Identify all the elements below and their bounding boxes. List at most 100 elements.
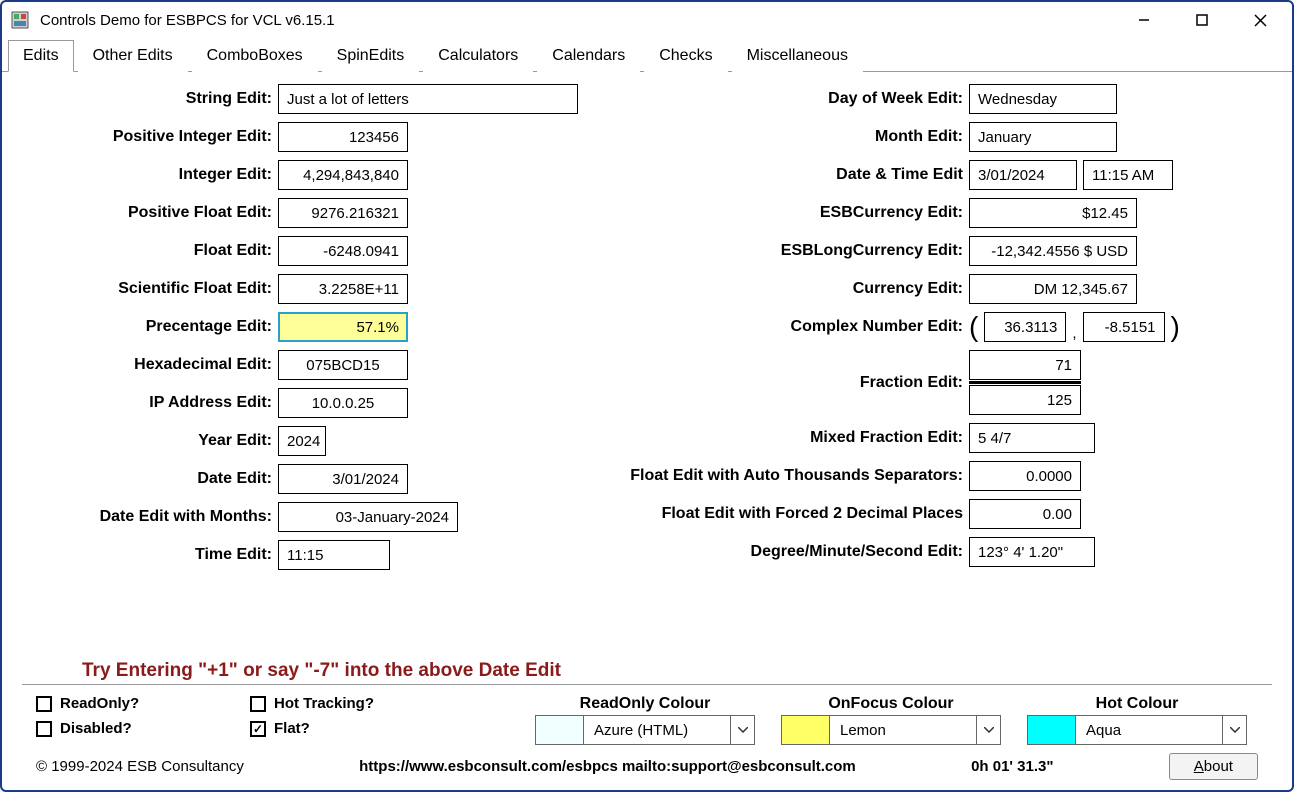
tab-miscellaneous[interactable]: Miscellaneous: [732, 40, 863, 72]
tab-checks[interactable]: Checks: [644, 40, 727, 72]
disabled-checkbox-label: Disabled?: [60, 720, 132, 737]
chevron-down-icon: [1222, 716, 1246, 744]
maximize-button[interactable]: [1188, 6, 1216, 34]
readonly-colour-combo[interactable]: Azure (HTML): [535, 715, 755, 745]
date-edit-label: Date Edit:: [42, 470, 272, 488]
fraction-edit: 71 125: [969, 350, 1081, 415]
pos-float-edit-label: Positive Float Edit:: [42, 204, 272, 222]
percentage-edit[interactable]: 57.1%: [278, 312, 408, 342]
float-2dp-edit[interactable]: 0.00: [969, 499, 1081, 529]
elapsed-timer: 0h 01' 31.3": [971, 758, 1053, 775]
fraction-denominator-edit[interactable]: 125: [969, 385, 1081, 415]
day-of-week-edit[interactable]: Wednesday: [969, 84, 1117, 114]
ip-edit-label: IP Address Edit:: [42, 394, 272, 412]
window-title: Controls Demo for ESBPCS for VCL v6.15.1: [40, 12, 1130, 29]
checkbox-group-2: Hot Tracking? ✓ Flat?: [250, 695, 520, 737]
positive-integer-edit[interactable]: 123456: [278, 122, 408, 152]
readonly-colour-value: Azure (HTML): [584, 722, 730, 739]
float-edit[interactable]: -6248.0941: [278, 236, 408, 266]
about-button[interactable]: About: [1169, 753, 1258, 780]
date-months-edit-label: Date Edit with Months:: [42, 508, 272, 526]
hottracking-checkbox[interactable]: Hot Tracking?: [250, 695, 520, 712]
hexadecimal-edit[interactable]: 075BCD15: [278, 350, 408, 380]
month-edit-label: Month Edit:: [628, 128, 963, 146]
time-edit-label: Time Edit:: [42, 546, 272, 564]
float-auto-thousands-edit[interactable]: 0.0000: [969, 461, 1081, 491]
window-controls: [1130, 6, 1284, 34]
tab-other-edits[interactable]: Other Edits: [78, 40, 188, 72]
hot-colour-group: Hot Colour Aqua: [1016, 695, 1258, 745]
tab-calculators[interactable]: Calculators: [423, 40, 533, 72]
degree-minute-second-edit[interactable]: 123° 4' 1.20": [969, 537, 1095, 567]
positive-float-edit[interactable]: 9276.216321: [278, 198, 408, 228]
esb-long-currency-label: ESBLongCurrency Edit:: [628, 242, 963, 260]
left-column: String Edit: Just a lot of letters Posit…: [42, 84, 578, 656]
hot-colour-swatch: [1028, 716, 1076, 744]
day-of-week-label: Day of Week Edit:: [628, 90, 963, 108]
time-edit[interactable]: 11:15: [278, 540, 390, 570]
sci-float-edit-label: Scientific Float Edit:: [42, 280, 272, 298]
hot-colour-combo[interactable]: Aqua: [1027, 715, 1247, 745]
edits-panel: String Edit: Just a lot of letters Posit…: [2, 72, 1292, 790]
ip-address-edit[interactable]: 10.0.0.25: [278, 388, 408, 418]
percentage-edit-label: Precentage Edit:: [42, 318, 272, 336]
hottracking-checkbox-label: Hot Tracking?: [274, 695, 374, 712]
complex-imag-edit[interactable]: -8.5151: [1083, 312, 1165, 342]
dms-edit-label: Degree/Minute/Second Edit:: [628, 543, 963, 561]
tab-comboboxes[interactable]: ComboBoxes: [192, 40, 318, 72]
fraction-divider: [969, 381, 1081, 384]
tab-spinedits[interactable]: SpinEdits: [322, 40, 420, 72]
chevron-down-icon: [730, 716, 754, 744]
tab-edits[interactable]: Edits: [8, 40, 74, 72]
year-edit-label: Year Edit:: [42, 432, 272, 450]
readonly-colour-swatch: [536, 716, 584, 744]
mixed-fraction-label: Mixed Fraction Edit:: [628, 429, 963, 447]
tab-strip: Edits Other Edits ComboBoxes SpinEdits C…: [2, 38, 1292, 72]
footer: © 1999-2024 ESB Consultancy https://www.…: [22, 749, 1272, 786]
readonly-colour-group: ReadOnly Colour Azure (HTML): [524, 695, 766, 745]
complex-real-edit[interactable]: 36.3113: [984, 312, 1066, 342]
onfocus-colour-swatch: [782, 716, 830, 744]
currency-edit[interactable]: DM 12,345.67: [969, 274, 1137, 304]
scientific-float-edit[interactable]: 3.2258E+11: [278, 274, 408, 304]
titlebar: Controls Demo for ESBPCS for VCL v6.15.1: [2, 2, 1292, 38]
footer-links[interactable]: https://www.esbconsult.com/esbpcs mailto…: [359, 758, 856, 775]
string-edit[interactable]: Just a lot of letters: [278, 84, 578, 114]
onfocus-colour-group: OnFocus Colour Lemon: [770, 695, 1012, 745]
checkbox-icon: [36, 721, 52, 737]
esb-currency-edit[interactable]: $12.45: [969, 198, 1137, 228]
close-button[interactable]: [1246, 6, 1274, 34]
tab-calendars[interactable]: Calendars: [537, 40, 640, 72]
float-thousands-label: Float Edit with Auto Thousands Separator…: [628, 467, 963, 485]
disabled-checkbox[interactable]: Disabled?: [36, 720, 246, 737]
fraction-numerator-edit[interactable]: 71: [969, 350, 1081, 380]
readonly-checkbox-label: ReadOnly?: [60, 695, 139, 712]
readonly-colour-title: ReadOnly Colour: [580, 695, 711, 713]
year-edit[interactable]: 2024: [278, 426, 326, 456]
integer-edit[interactable]: 4,294,843,840: [278, 160, 408, 190]
flat-checkbox[interactable]: ✓ Flat?: [250, 720, 520, 737]
minimize-button[interactable]: [1130, 6, 1158, 34]
checkbox-icon: [36, 696, 52, 712]
onfocus-colour-combo[interactable]: Lemon: [781, 715, 1001, 745]
hot-colour-title: Hot Colour: [1096, 695, 1179, 713]
date-edit-with-months[interactable]: 03-January-2024: [278, 502, 458, 532]
readonly-checkbox[interactable]: ReadOnly?: [36, 695, 246, 712]
month-edit[interactable]: January: [969, 122, 1117, 152]
hot-colour-value: Aqua: [1076, 722, 1222, 739]
checkbox-icon: [250, 696, 266, 712]
copyright-text: © 1999-2024 ESB Consultancy: [36, 758, 244, 775]
date-edit-hint: Try Entering "+1" or say "-7" into the a…: [82, 660, 1272, 682]
right-column: Day of Week Edit: Wednesday Month Edit: …: [628, 84, 1180, 656]
flat-checkbox-label: Flat?: [274, 720, 310, 737]
onfocus-colour-title: OnFocus Colour: [828, 695, 953, 713]
esb-long-currency-edit[interactable]: -12,342.4556 $ USD: [969, 236, 1137, 266]
onfocus-colour-value: Lemon: [830, 722, 976, 739]
date-edit[interactable]: 3/01/2024: [278, 464, 408, 494]
mixed-fraction-edit[interactable]: 5 4/7: [969, 423, 1095, 453]
esb-currency-label: ESBCurrency Edit:: [628, 204, 963, 222]
checkbox-group-1: ReadOnly? Disabled?: [36, 695, 246, 737]
date-time-date-edit[interactable]: 3/01/2024: [969, 160, 1077, 190]
string-edit-label: String Edit:: [42, 90, 272, 108]
date-time-time-edit[interactable]: 11:15 AM: [1083, 160, 1173, 190]
